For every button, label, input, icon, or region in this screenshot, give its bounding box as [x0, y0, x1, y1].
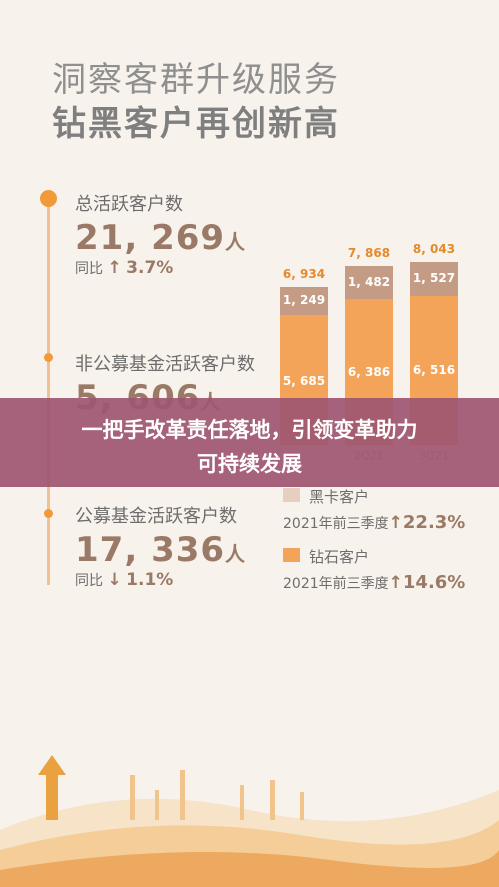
- data-label: 5, 685: [282, 373, 326, 388]
- yoy-label: 同比: [75, 573, 103, 589]
- bar-total-label: 6, 934: [282, 266, 326, 281]
- bar-segment-black-card: [410, 261, 458, 297]
- legend-period: 2021年前三季度: [283, 516, 389, 532]
- banner-line1: 一把手改革责任落地，引领变革助力: [81, 418, 418, 442]
- legend-pct: 14.6%: [402, 572, 466, 593]
- arrow-up-icon: ↑: [388, 513, 403, 533]
- stat-label: 公募基金活跃客户数: [75, 506, 237, 527]
- arrow-up-icon: ↑: [107, 258, 122, 278]
- legend-label: 钻石客户: [309, 548, 370, 566]
- stat-public-fund-active: 公募基金活跃客户数 17, 336人 同比 ↓ 1.1%: [75, 502, 246, 590]
- data-label: 6, 386: [347, 364, 391, 379]
- yoy-value: 1.1%: [126, 570, 174, 590]
- timeline-dot-icon: [44, 509, 53, 518]
- stat-value: 21, 269人: [75, 218, 246, 258]
- banner-line2: 可持续发展: [197, 452, 302, 476]
- legend-growth: 2021年前三季度↑22.3%: [283, 512, 465, 533]
- bar-segment-black-card: [280, 286, 328, 316]
- stat-value: 17, 336人: [75, 530, 246, 570]
- legend-growth: 2021年前三季度↑14.6%: [283, 572, 465, 593]
- bar-total-label: 7, 868: [347, 245, 391, 260]
- legend-swatch: [283, 548, 300, 562]
- caption-banner: 一把手改革责任落地，引领变革助力 可持续发展: [0, 398, 499, 487]
- bar-segment-black-card: [345, 265, 393, 300]
- legend-swatch: [283, 488, 300, 502]
- timeline-line: [47, 200, 50, 585]
- bar-total-label: 8, 043: [412, 241, 456, 256]
- legend-period: 2021年前三季度: [283, 576, 389, 592]
- arrow-up-icon: [38, 755, 66, 820]
- stat-yoy: 同比 ↓ 1.1%: [75, 570, 246, 590]
- page-title-line2: 钻黑客户再创新高: [52, 104, 340, 144]
- stat-unit: 人: [225, 542, 247, 566]
- data-label: 6, 516: [412, 363, 456, 378]
- stat-label: 总活跃客户数: [75, 194, 183, 215]
- stat-label: 非公募基金活跃客户数: [75, 354, 255, 375]
- arrow-up-icon: ↑: [388, 573, 403, 593]
- decorative-hills: [0, 755, 499, 887]
- timeline-dot-icon: [44, 353, 53, 362]
- data-label: 1, 527: [412, 271, 456, 286]
- page-title-line1: 洞察客群升级服务: [52, 60, 340, 100]
- timeline-dot-icon: [40, 190, 57, 207]
- stat-unit: 人: [225, 230, 247, 254]
- yoy-label: 同比: [75, 261, 103, 277]
- stat-total-active: 总活跃客户数 21, 269人 同比 ↑ 3.7%: [75, 190, 246, 278]
- stat-number: 21, 269: [75, 218, 226, 258]
- stat-yoy: 同比 ↑ 3.7%: [75, 258, 246, 278]
- data-label: 1, 249: [282, 293, 326, 308]
- legend-label: 黑卡客户: [309, 488, 370, 506]
- data-label: 1, 482: [347, 274, 391, 289]
- legend-pct: 22.3%: [402, 512, 466, 533]
- stat-number: 17, 336: [75, 530, 226, 570]
- yoy-value: 3.7%: [126, 258, 174, 278]
- arrow-down-icon: ↓: [107, 570, 122, 590]
